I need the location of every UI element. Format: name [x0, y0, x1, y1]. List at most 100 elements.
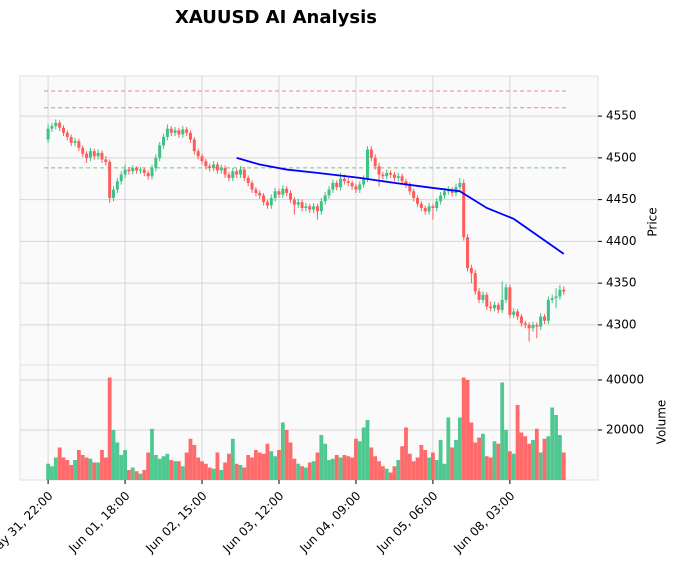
- volume-bar: [46, 463, 50, 480]
- volume-bar: [311, 461, 316, 480]
- candle-body: [54, 122, 58, 127]
- volume-bar: [207, 467, 212, 480]
- volume-bar: [273, 456, 278, 480]
- volume-bar: [457, 417, 462, 480]
- candle-body: [108, 162, 112, 198]
- volume-bar: [288, 442, 293, 480]
- volume-bar: [188, 438, 193, 480]
- candle-body: [519, 316, 523, 324]
- candle-body: [535, 324, 539, 327]
- volume-bar: [211, 468, 216, 480]
- candle-body: [281, 188, 285, 195]
- volume-bar: [215, 452, 220, 480]
- volume-bar: [107, 377, 112, 480]
- forecast-line: [236, 156, 565, 255]
- volume-bar: [219, 470, 224, 480]
- y-tick-label: 4550: [606, 109, 637, 123]
- volume-bar: [323, 443, 328, 480]
- volume-bar: [153, 455, 158, 480]
- candle-body: [423, 207, 427, 212]
- candle-body: [319, 201, 323, 212]
- candle-body: [246, 177, 250, 183]
- candle-body: [308, 206, 312, 210]
- y-tick-label: 4450: [606, 192, 637, 206]
- volume-bar: [465, 380, 470, 480]
- candle-body: [119, 174, 123, 182]
- price-panel: [19, 75, 599, 366]
- candle-body: [296, 202, 300, 205]
- candle-body: [208, 166, 212, 168]
- volume-bar: [392, 466, 397, 480]
- candle-body: [369, 149, 373, 158]
- candle-body: [115, 181, 119, 190]
- candle-body: [112, 189, 116, 198]
- volume-bar: [527, 443, 532, 480]
- candle-body: [69, 136, 73, 143]
- volume-bar: [307, 462, 312, 480]
- volume-bar: [250, 457, 254, 480]
- volume-bar: [431, 452, 435, 480]
- volume-bar: [446, 417, 451, 480]
- x-tick-label: Jun 02, 15:00: [142, 489, 209, 556]
- candle-body: [227, 174, 231, 178]
- candle-body: [265, 202, 269, 206]
- candle-body: [358, 184, 362, 190]
- candle-body: [558, 289, 562, 297]
- candle-body: [485, 294, 489, 307]
- volume-bar: [484, 456, 489, 480]
- volume-bar: [57, 447, 62, 480]
- candle-body: [473, 273, 477, 292]
- volume-bar: [61, 457, 66, 480]
- volume-bar: [142, 470, 147, 480]
- volume-bar: [504, 430, 508, 480]
- candle-body: [85, 153, 89, 158]
- candle-body: [442, 191, 446, 196]
- volume-bar: [357, 441, 362, 480]
- volume-bar: [123, 450, 127, 480]
- candle-body: [146, 172, 150, 177]
- candle-body: [315, 206, 319, 212]
- volume-bar: [80, 455, 85, 480]
- volume-bar: [492, 441, 497, 480]
- candle-body: [346, 181, 350, 183]
- volume-bar: [169, 460, 174, 480]
- volume-bar: [157, 458, 162, 480]
- candle-body: [489, 306, 493, 309]
- candle-body: [439, 195, 443, 202]
- volume-bar: [319, 435, 324, 480]
- volume-bar: [500, 382, 505, 480]
- volume-bar: [138, 473, 143, 480]
- volume-bar: [461, 377, 466, 480]
- candle-body: [396, 176, 400, 178]
- volume-bar: [161, 456, 166, 480]
- candle-body: [342, 178, 346, 182]
- volume-bar: [515, 405, 520, 480]
- candle-body: [292, 199, 296, 205]
- candle-body: [242, 169, 246, 178]
- y-tick-label: 4500: [606, 150, 637, 164]
- volume-bar: [442, 463, 447, 480]
- volume-bar: [473, 442, 478, 480]
- volume-bar: [146, 452, 151, 480]
- volume-bar: [523, 436, 528, 480]
- candle-body: [385, 172, 389, 177]
- candle-body: [65, 132, 69, 137]
- candle-body: [312, 206, 316, 210]
- candle-body: [185, 129, 189, 133]
- volume-bar: [50, 466, 54, 480]
- volume-bar: [550, 407, 555, 480]
- candle-body: [169, 128, 173, 133]
- x-tick-label: Jun 05, 06:00: [373, 489, 440, 556]
- volume-bar: [238, 465, 243, 480]
- candle-body: [81, 147, 85, 154]
- volume-bar: [223, 462, 228, 480]
- volume-bar: [150, 428, 154, 480]
- candle-body: [339, 178, 343, 188]
- volume-bar: [377, 461, 381, 480]
- volume-bar: [304, 467, 308, 480]
- candle-body: [196, 151, 200, 157]
- candle-body: [250, 182, 254, 190]
- candle-body: [392, 174, 396, 178]
- volume-bar: [173, 461, 177, 480]
- candle-body: [192, 139, 196, 152]
